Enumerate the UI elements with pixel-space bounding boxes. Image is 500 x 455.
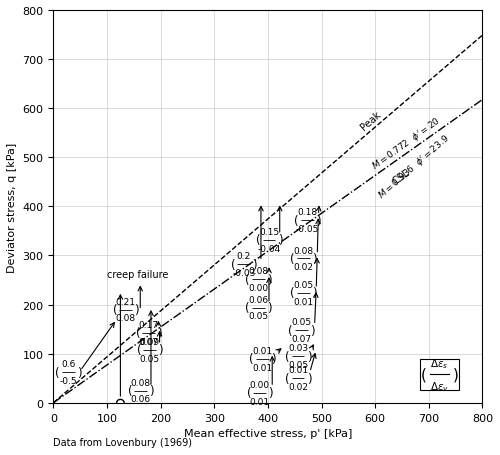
Text: (: (: [250, 352, 254, 365]
Text: (: (: [285, 372, 290, 385]
Text: 0.05: 0.05: [291, 318, 311, 327]
Text: ): ): [310, 324, 314, 337]
Text: 0.01: 0.01: [288, 365, 308, 374]
Text: 0.08: 0.08: [294, 246, 314, 255]
Text: 0.05: 0.05: [294, 280, 314, 289]
Text: 0.01: 0.01: [252, 363, 272, 372]
Text: ): ): [312, 253, 316, 265]
Text: ): ): [271, 352, 276, 365]
Text: creep failure: creep failure: [108, 269, 169, 279]
Text: 0.2: 0.2: [236, 252, 251, 261]
Text: 0.06: 0.06: [130, 394, 151, 404]
Text: (: (: [128, 384, 132, 397]
Text: CSL: CSL: [392, 167, 412, 186]
Text: 0.18: 0.18: [298, 208, 318, 217]
Text: (: (: [421, 367, 426, 382]
Text: 0.08: 0.08: [116, 314, 136, 323]
Text: 0.08: 0.08: [130, 378, 151, 387]
Text: (: (: [246, 387, 252, 399]
Text: -0.5: -0.5: [60, 376, 77, 385]
Text: (: (: [288, 324, 292, 337]
Text: ): ): [77, 366, 82, 379]
Text: (: (: [55, 366, 60, 379]
Text: Data from Lovenbury (1969): Data from Lovenbury (1969): [54, 437, 192, 447]
Text: ): ): [267, 273, 272, 286]
Text: ): ): [267, 301, 272, 314]
Text: 0.03: 0.03: [288, 344, 308, 353]
Text: (: (: [230, 258, 235, 271]
Text: (: (: [245, 273, 250, 286]
Text: 0.21: 0.21: [116, 297, 136, 306]
Text: 0.07: 0.07: [291, 334, 311, 344]
Y-axis label: Deviator stress, q [kPa]: Deviator stress, q [kPa]: [7, 142, 17, 272]
Text: 0.05: 0.05: [288, 360, 308, 369]
Text: 0.02: 0.02: [294, 263, 314, 272]
Text: ): ): [268, 387, 273, 399]
Text: Peak: Peak: [359, 110, 383, 133]
Text: 0.6: 0.6: [61, 359, 76, 369]
Text: $\Delta\varepsilon_s$: $\Delta\varepsilon_s$: [430, 356, 448, 370]
Text: ): ): [306, 350, 311, 363]
Text: 0.08: 0.08: [248, 267, 268, 276]
Text: 0.00: 0.00: [248, 283, 268, 293]
Text: 0.05: 0.05: [248, 312, 268, 321]
Text: ): ): [312, 287, 316, 300]
Text: (: (: [290, 287, 294, 300]
Text: ): ): [452, 367, 458, 382]
Text: 0.05: 0.05: [140, 354, 160, 363]
Text: (: (: [136, 344, 141, 356]
Text: -0.05: -0.05: [296, 225, 320, 233]
Text: -0.04: -0.04: [258, 244, 280, 253]
Text: ): ): [134, 303, 139, 316]
Text: ): ): [158, 344, 163, 356]
Text: ): ): [158, 326, 162, 339]
Text: 0.01: 0.01: [250, 397, 270, 406]
Text: $M = 0.772$  $\phi' = 20$: $M = 0.772$ $\phi' = 20$: [370, 114, 444, 172]
FancyBboxPatch shape: [420, 359, 460, 390]
Text: (: (: [294, 214, 299, 227]
Text: ): ): [306, 372, 311, 385]
Text: 0.00: 0.00: [250, 380, 270, 389]
Text: (: (: [285, 350, 290, 363]
Text: 0.15: 0.15: [259, 228, 279, 236]
Text: $\Delta\varepsilon_v$: $\Delta\varepsilon_v$: [430, 379, 449, 393]
Text: (: (: [112, 303, 117, 316]
Text: 0.01: 0.01: [294, 297, 314, 306]
Text: (: (: [245, 301, 250, 314]
Text: (: (: [256, 234, 260, 247]
Text: (: (: [290, 253, 294, 265]
Text: (: (: [136, 326, 140, 339]
Text: 0.09: 0.09: [140, 337, 160, 346]
Text: ): ): [252, 258, 257, 271]
Text: ): ): [150, 384, 154, 397]
Text: -0.03: -0.03: [232, 268, 256, 278]
Text: 0.02: 0.02: [288, 382, 308, 391]
X-axis label: Mean effective stress, p' [kPa]: Mean effective stress, p' [kPa]: [184, 428, 352, 438]
Text: ): ): [278, 234, 282, 247]
Text: 0.01: 0.01: [252, 346, 272, 355]
Text: 0.06: 0.06: [248, 295, 268, 304]
Text: ): ): [316, 214, 321, 227]
Text: 0.17: 0.17: [139, 320, 159, 329]
Circle shape: [116, 399, 124, 406]
Text: $M = 0.936$  $\phi' = 23.9$: $M = 0.936$ $\phi' = 23.9$: [375, 131, 452, 202]
Text: 0.07: 0.07: [139, 337, 159, 346]
